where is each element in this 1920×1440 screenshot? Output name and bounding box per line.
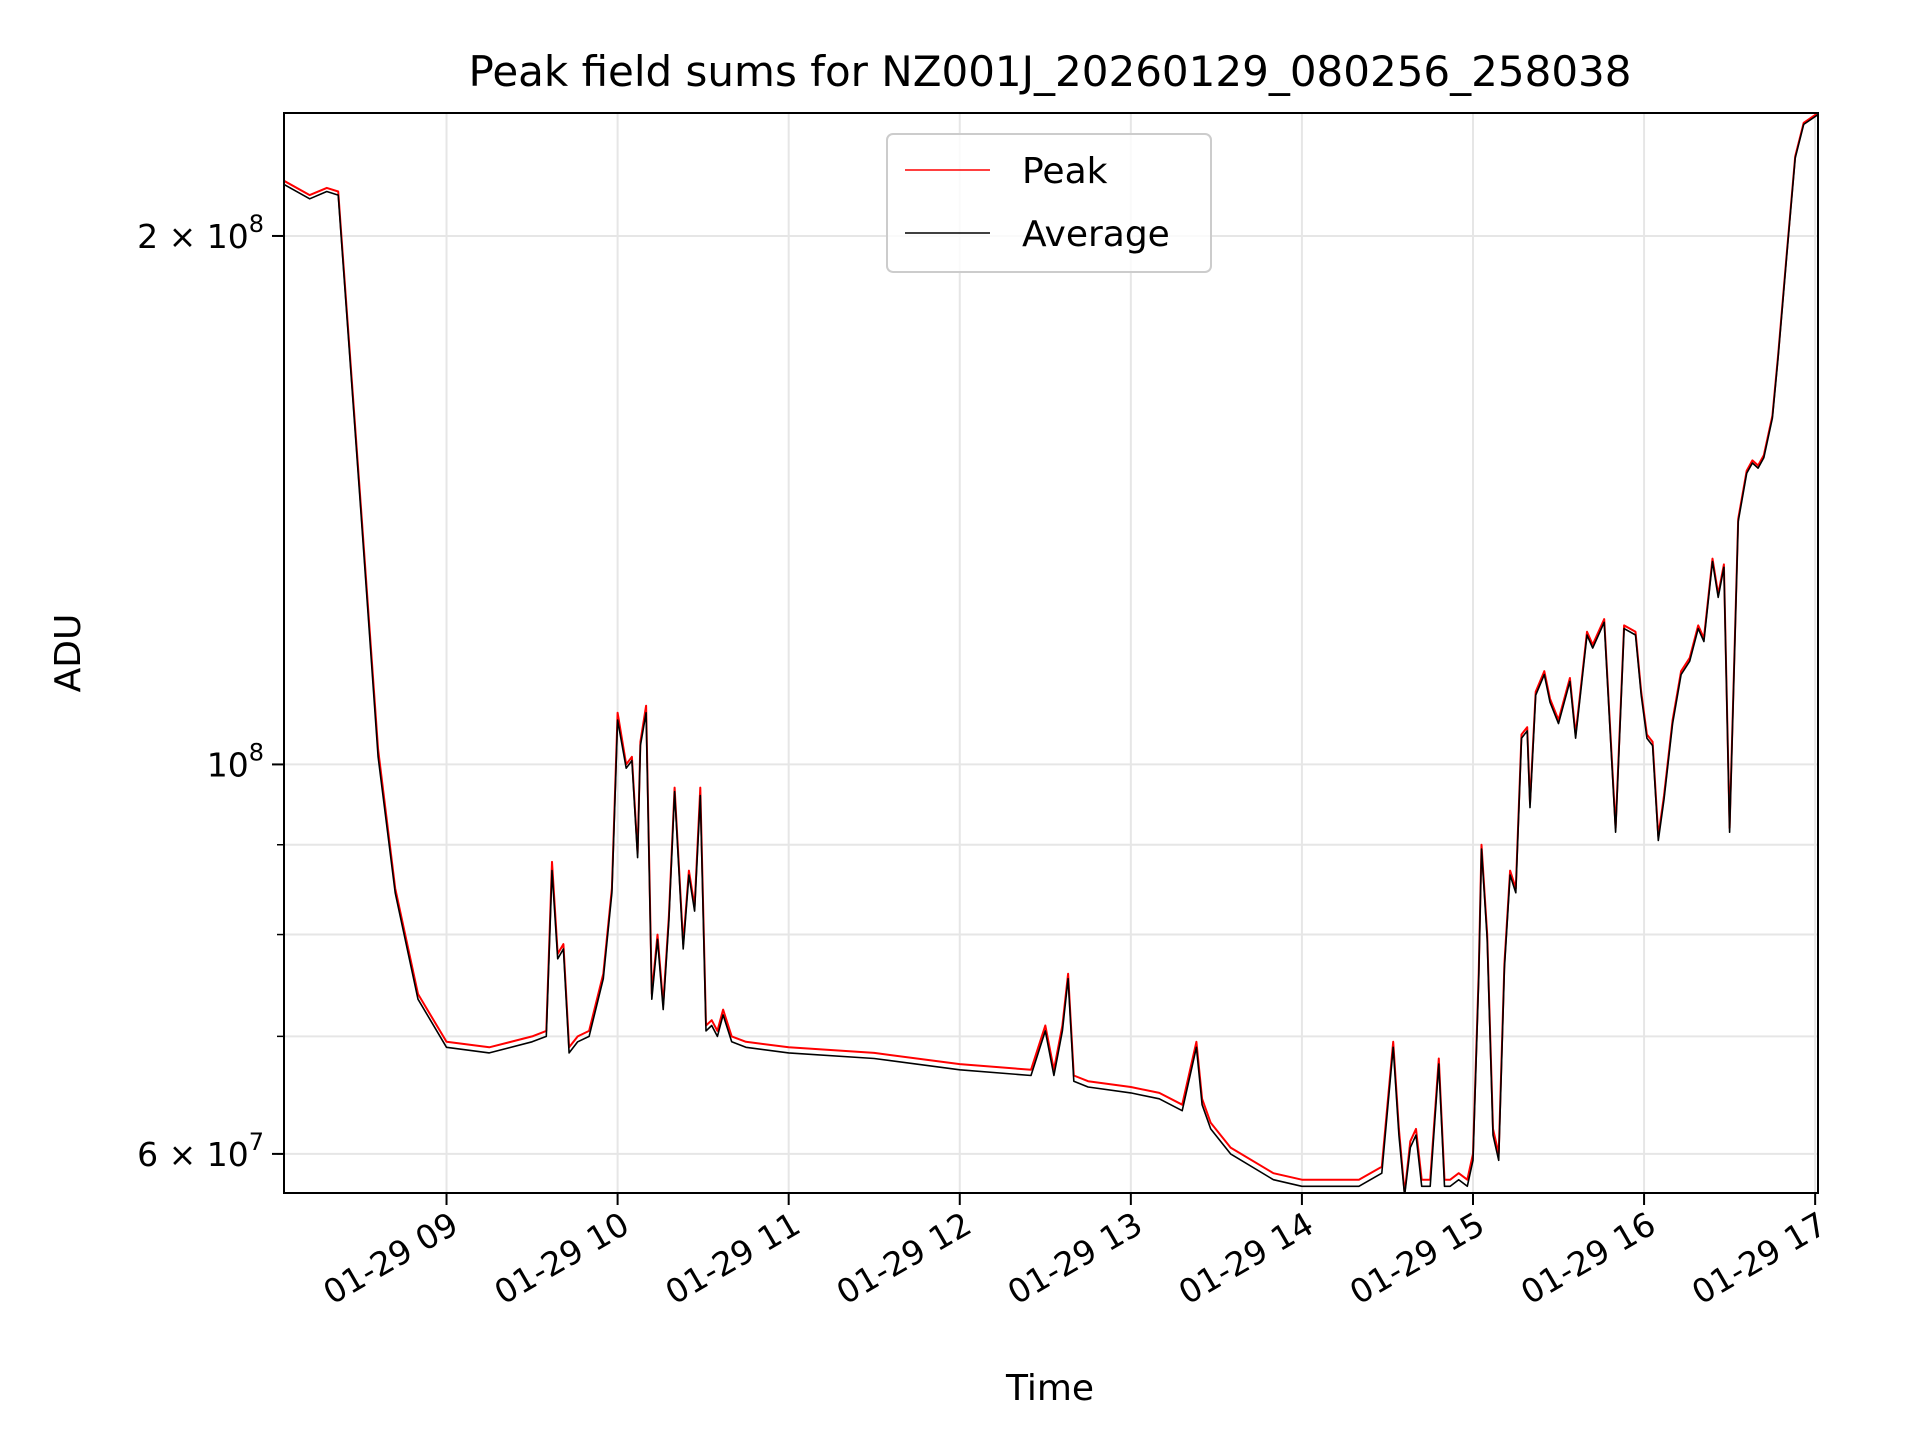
plot-frame (283, 112, 1819, 1194)
series-lines (284, 113, 1818, 1193)
legend-box (886, 133, 1212, 273)
y-tick-label: 108 (207, 738, 264, 784)
plot-area (284, 113, 1818, 1193)
y-axis-ticks: 6 × 107 108 2 × 108 (137, 210, 284, 1174)
y-axis-label: ADU (48, 614, 89, 693)
legend: Peak Average (886, 133, 1212, 273)
series-line-average (284, 113, 1818, 1193)
chart-title: Peak field sums for NZ001J_20260129_0802… (469, 47, 1632, 96)
x-axis-label: Time (1005, 1368, 1094, 1409)
y-tick-label: 6 × 107 (137, 1128, 264, 1174)
legend-label-average: Average (1022, 214, 1170, 255)
legend-label-peak: Peak (1022, 151, 1108, 192)
y-tick-label: 2 × 108 (137, 210, 264, 256)
